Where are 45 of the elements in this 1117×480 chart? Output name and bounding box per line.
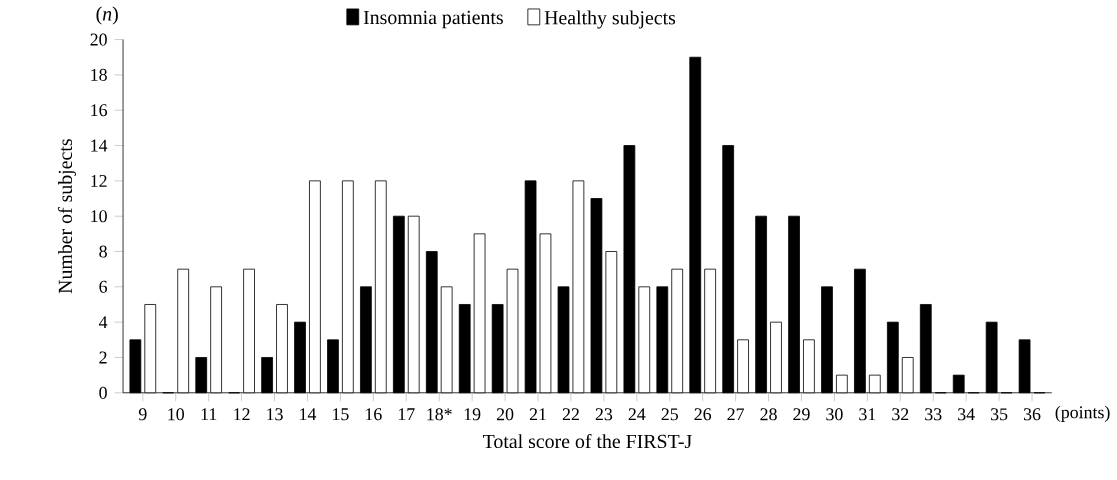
- x-tick-label: 20: [496, 408, 514, 421]
- y-tick-label: 0: [99, 386, 107, 399]
- x-tick-label: 33: [925, 408, 942, 421]
- x-tick-label: 26: [694, 408, 712, 421]
- y-tick-label: 14: [91, 139, 108, 152]
- y-tick-label: 4: [98, 316, 108, 328]
- x-tick-label: 18*: [427, 408, 452, 421]
- x-tick-label: 23: [595, 408, 613, 421]
- legend-label: Insomnia patients: [363, 10, 503, 29]
- x-tick-label: 35: [991, 408, 1008, 421]
- x-tick-label: 36: [1023, 408, 1041, 421]
- x-tick-label: 17: [398, 408, 415, 421]
- x-tick-label: 28: [760, 408, 777, 421]
- x-tick-label: 25: [661, 408, 678, 421]
- x-tick-label: 16: [365, 408, 382, 421]
- x-tick-label: 12: [234, 408, 250, 421]
- x-tick-label: 34: [958, 408, 975, 421]
- y-tick-label: 12: [91, 174, 107, 187]
- x-tick-label: 9: [138, 408, 147, 421]
- y-tick-label: 10: [91, 210, 107, 223]
- x-tick-label: 22: [562, 408, 579, 421]
- x-tick-label: 32: [892, 408, 909, 421]
- y-axis-title: Number of subjects: [57, 139, 77, 294]
- x-tick-label: 14: [300, 408, 317, 421]
- legend-label: Healthy subjects: [544, 10, 676, 29]
- x-tick-label: 13: [267, 408, 283, 421]
- x-tick-label: 27: [727, 408, 745, 421]
- y-tick-label: 16: [91, 104, 108, 117]
- text: (n): [96, 6, 118, 25]
- x-tick-label: 31: [859, 408, 876, 421]
- x-tick-label: 11: [201, 408, 217, 421]
- x-axis-title: Total score of the FIRST-J: [483, 433, 692, 449]
- y-tick-label: 6: [99, 280, 108, 293]
- x-tick-label: 10: [168, 408, 184, 421]
- y-tick-label: 8: [99, 245, 107, 258]
- y-tick-label: 20: [90, 33, 107, 46]
- x-tick-label: 21: [529, 408, 546, 421]
- y-tick-label: 2: [99, 351, 107, 364]
- x-tick-label: 24: [628, 408, 646, 421]
- x-tick-label: 19: [464, 408, 481, 421]
- y-tick-label: 18: [91, 68, 107, 81]
- x-tick-label: 29: [793, 408, 810, 421]
- text: (points): [1055, 405, 1110, 422]
- x-tick-label: 30: [826, 408, 843, 421]
- x-tick-label: 15: [333, 408, 349, 421]
